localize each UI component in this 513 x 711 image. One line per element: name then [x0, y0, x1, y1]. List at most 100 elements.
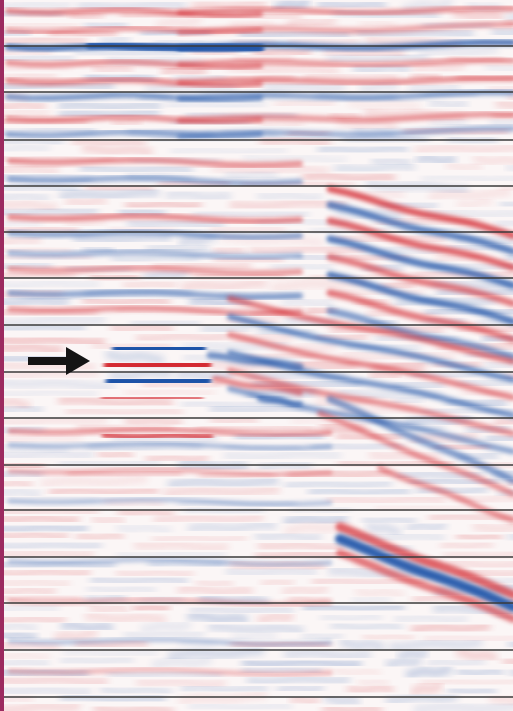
reflector-band: [484, 361, 513, 369]
reflector-band: [428, 513, 513, 521]
reflector-band: [0, 524, 89, 533]
reflector-band: [0, 703, 81, 711]
reflector-band: [472, 156, 513, 164]
reflector-band: [241, 658, 362, 668]
reflector-band: [383, 246, 441, 255]
reflector-band: [74, 48, 185, 57]
reflector-band: [7, 636, 333, 648]
reflector-band: [133, 541, 229, 551]
reflector-band: [287, 38, 360, 46]
reflector-band: [0, 479, 34, 488]
reflector-band: [7, 264, 303, 277]
reflector-band: [115, 569, 195, 578]
reflector-band: [5, 113, 263, 125]
reflector-band: [69, 12, 104, 20]
reflector-band: [340, 351, 456, 360]
reflector-band: [339, 639, 385, 650]
reflector-band: [487, 84, 513, 93]
reflector-band: [135, 332, 230, 343]
reflector-band: [0, 615, 67, 625]
reflector-band: [7, 496, 333, 508]
reflector-band: [7, 466, 333, 478]
reflector-band: [455, 668, 504, 677]
reflector-band: [0, 568, 91, 577]
reflector-band: [7, 212, 303, 225]
reflector-band: [415, 486, 489, 495]
reflector-band: [124, 200, 203, 210]
reflector-band: [181, 281, 268, 290]
reflector-band: [92, 705, 175, 711]
reflector-band: [224, 170, 278, 180]
reflector-band: [192, 210, 309, 218]
reflector-band: [336, 549, 513, 623]
reflector-band: [194, 578, 234, 588]
reflector-band: [177, 5, 513, 16]
reflector-band: [273, 0, 311, 11]
reflector-band: [401, 0, 453, 11]
reflector-band: [211, 165, 330, 174]
reflector-band: [84, 183, 154, 193]
reflector-band: [0, 207, 99, 217]
left-border: [0, 0, 4, 711]
reflector-band: [377, 465, 513, 524]
reflector-band: [0, 54, 75, 63]
reflector-band: [92, 64, 134, 74]
reflector-band: [0, 280, 101, 289]
reflector-band: [189, 605, 295, 615]
reflector-band: [0, 586, 57, 596]
reflector-band: [209, 416, 258, 424]
reflector-band: [257, 541, 345, 551]
reflector-band: [72, 233, 172, 244]
reflector-band: [289, 696, 321, 705]
reflector-band: [139, 621, 192, 633]
reflector-band: [428, 99, 469, 109]
reflector-band: [0, 549, 95, 559]
reflector-band: [59, 656, 134, 665]
reflector-band: [65, 197, 108, 207]
reflector-band: [75, 531, 125, 542]
reflector-band: [0, 22, 81, 30]
reflector-band: [423, 634, 513, 642]
reflector-band: [392, 380, 445, 390]
reflector-band: [273, 99, 336, 107]
reflector-band: [81, 144, 154, 156]
reflector-band: [370, 157, 412, 166]
reflector-band: [0, 296, 70, 307]
reflector-band: [300, 631, 344, 641]
reflector-band: [362, 633, 415, 641]
reflector-band: [301, 172, 396, 182]
reflector-band: [505, 163, 513, 172]
reflector-band: [167, 646, 265, 660]
reflector-band: [292, 360, 358, 371]
reflector-band: [0, 531, 69, 540]
reflector-band: [115, 524, 172, 533]
reflector-band: [0, 631, 38, 641]
reflector-band: [229, 199, 347, 209]
reflector-band: [366, 523, 402, 535]
reflector-band: [186, 612, 249, 623]
reflector-band: [5, 7, 263, 19]
reflector-band: [316, 0, 387, 10]
reflector-band: [326, 235, 513, 289]
reflector-band: [110, 324, 174, 332]
reflector-band: [458, 379, 513, 387]
reflector-band: [489, 119, 513, 127]
reflector-band: [63, 648, 159, 657]
reflector-band: [0, 200, 58, 210]
reflector-band: [5, 91, 263, 103]
reflector-band: [270, 263, 334, 271]
reflector-band: [212, 376, 303, 396]
reflector-band: [0, 164, 60, 175]
reflector-band: [0, 541, 103, 550]
reflector-band: [100, 393, 204, 402]
reflector-band: [352, 63, 411, 74]
reflector-band: [131, 603, 171, 613]
reflector-band: [145, 453, 210, 463]
reflector-band: [0, 676, 109, 686]
reflector-band: [424, 208, 513, 218]
reflector-band: [495, 99, 513, 109]
reflector-band: [0, 514, 80, 524]
reflector-band: [452, 9, 504, 21]
reflector-band: [0, 335, 106, 346]
reflector-band: [281, 297, 334, 307]
